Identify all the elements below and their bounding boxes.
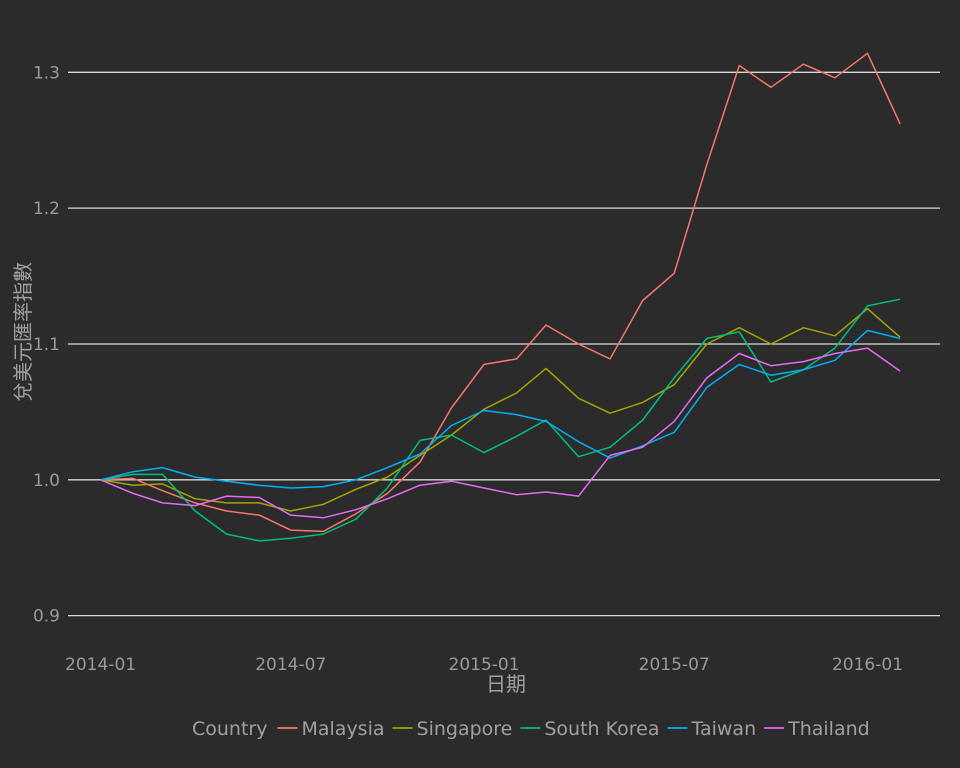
x-tick-label: 2015-01 [449, 655, 520, 675]
legend-label: Singapore [417, 718, 513, 740]
legend: Country Malaysia Singapore South Korea Taiw… [192, 718, 870, 740]
legend-title: Country [192, 718, 267, 740]
x-tick-labels: 2014-01 2014-07 2015-01 2015-07 2016-01 [65, 655, 903, 675]
y-tick-label: 1.2 [33, 199, 60, 219]
legend-label: Thailand [787, 718, 870, 740]
x-axis-title: 日期 [486, 672, 526, 696]
x-tick-label: 2016-01 [832, 655, 903, 675]
series-line-singapore [100, 307, 901, 512]
series-line-malaysia [100, 52, 901, 533]
y-tick-label: 1.3 [33, 63, 60, 83]
legend-label: South Korea [544, 718, 659, 740]
legend-label: Malaysia [301, 718, 384, 740]
series-line-thailand [100, 347, 901, 519]
y-tick-label: 1.0 [33, 471, 60, 491]
x-tick-label: 2014-01 [65, 655, 136, 675]
series-lines [100, 52, 901, 542]
x-tick-label: 2014-07 [255, 655, 326, 675]
y-tick-label: 1.1 [33, 335, 60, 355]
y-tick-label: 0.9 [33, 607, 60, 627]
x-tick-label: 2015-07 [639, 655, 710, 675]
legend-label: Taiwan [691, 718, 757, 740]
series-line-taiwan [100, 329, 901, 489]
y-axis-title: 兌美元匯率指數 [11, 262, 35, 402]
y-tick-labels: 0.9 1.0 1.1 1.2 1.3 [33, 63, 60, 626]
